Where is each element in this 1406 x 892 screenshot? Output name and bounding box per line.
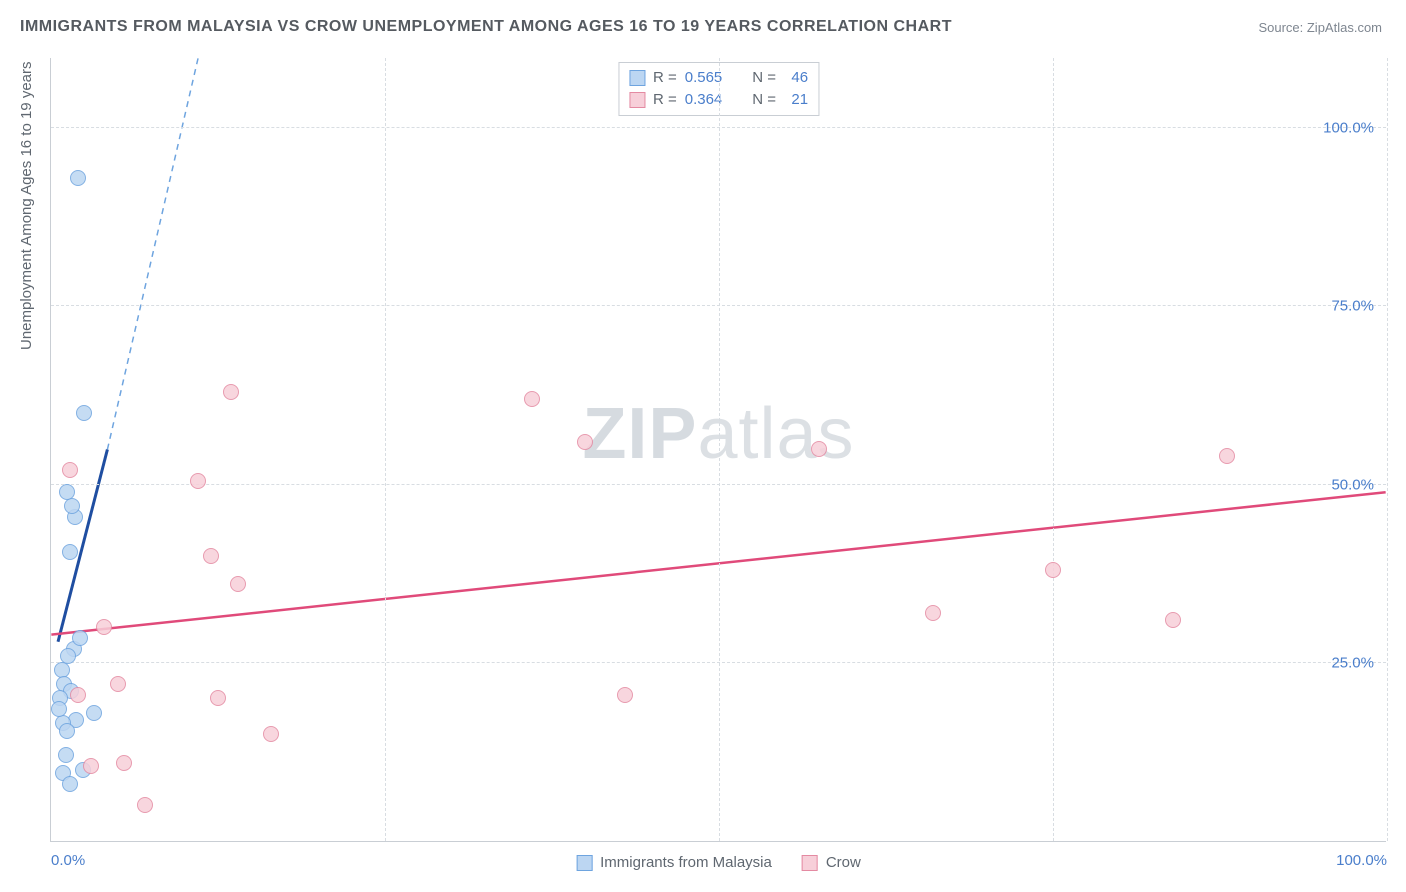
source-label: Source: ZipAtlas.com <box>1258 20 1382 35</box>
legend-r-label: R = <box>653 89 677 111</box>
data-point <box>137 797 153 813</box>
data-point <box>116 755 132 771</box>
y-axis-label: Unemployment Among Ages 16 to 19 years <box>18 61 35 350</box>
y-tick-label: 100.0% <box>1323 120 1374 137</box>
data-point <box>811 441 827 457</box>
data-point <box>64 498 80 514</box>
data-point <box>263 726 279 742</box>
scatter-plot: ZIPatlas R =0.565N =46R =0.364N =21 Immi… <box>50 58 1386 842</box>
data-point <box>110 676 126 692</box>
legend-series-label: Immigrants from Malaysia <box>600 854 772 871</box>
data-point <box>62 776 78 792</box>
watermark-thin: atlas <box>697 394 854 474</box>
legend-series: Immigrants from Malaysia Crow <box>576 854 861 871</box>
legend-swatch <box>629 70 645 86</box>
data-point <box>83 758 99 774</box>
data-point <box>51 701 67 717</box>
legend-r-value: 0.364 <box>685 89 723 111</box>
gridline-v <box>719 58 720 841</box>
data-point <box>76 405 92 421</box>
legend-item: Crow <box>802 854 861 871</box>
gridline-v <box>1053 58 1054 841</box>
data-point <box>230 576 246 592</box>
data-point <box>70 170 86 186</box>
data-point <box>210 690 226 706</box>
data-point <box>925 605 941 621</box>
legend-swatch <box>629 92 645 108</box>
legend-r-value: 0.565 <box>685 67 723 89</box>
data-point <box>58 747 74 763</box>
legend-series-label: Crow <box>826 854 861 871</box>
legend-r-label: R = <box>653 67 677 89</box>
data-point <box>617 687 633 703</box>
data-point <box>577 434 593 450</box>
data-point <box>59 723 75 739</box>
data-point <box>203 548 219 564</box>
data-point <box>1045 562 1061 578</box>
legend-n-label: N = <box>752 89 776 111</box>
data-point <box>190 473 206 489</box>
gridline-v <box>385 58 386 841</box>
y-tick-label: 75.0% <box>1331 298 1374 315</box>
trend-line <box>107 58 198 450</box>
data-point <box>1165 612 1181 628</box>
legend-item: Immigrants from Malaysia <box>576 854 772 871</box>
data-point <box>86 705 102 721</box>
legend-n-value: 46 <box>784 67 808 89</box>
gridline-v <box>1387 58 1388 841</box>
data-point <box>72 630 88 646</box>
legend-swatch <box>576 855 592 871</box>
watermark-bold: ZIP <box>582 394 697 474</box>
data-point <box>62 462 78 478</box>
data-point <box>96 619 112 635</box>
data-point <box>223 384 239 400</box>
data-point <box>524 391 540 407</box>
y-tick-label: 50.0% <box>1331 476 1374 493</box>
chart-title: IMMIGRANTS FROM MALAYSIA VS CROW UNEMPLO… <box>20 18 952 36</box>
data-point <box>1219 448 1235 464</box>
legend-n-label: N = <box>752 67 776 89</box>
data-point <box>59 484 75 500</box>
data-point <box>62 544 78 560</box>
y-tick-label: 25.0% <box>1331 654 1374 671</box>
x-tick-label: 0.0% <box>51 852 85 869</box>
data-point <box>70 687 86 703</box>
legend-n-value: 21 <box>784 89 808 111</box>
legend-swatch <box>802 855 818 871</box>
x-tick-label: 100.0% <box>1336 852 1387 869</box>
